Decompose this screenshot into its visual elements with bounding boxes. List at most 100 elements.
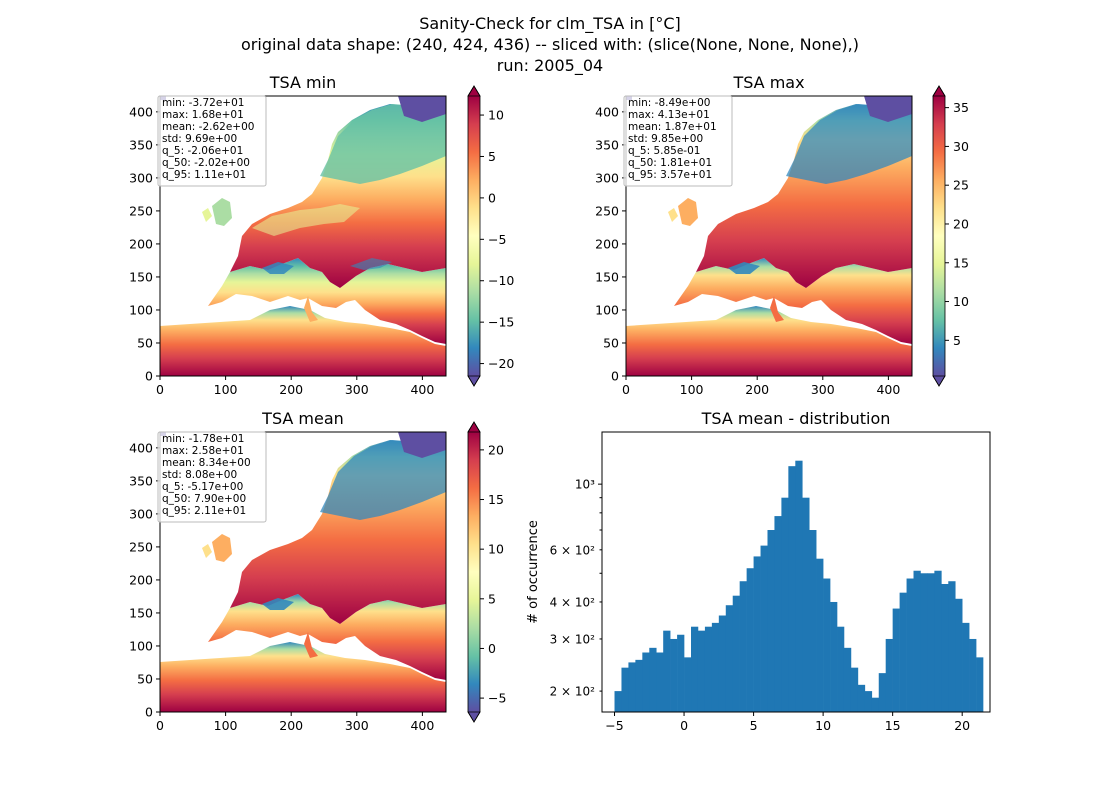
colorbar-extend-min (932, 375, 946, 387)
stats-line: mean: 1.87e+01 (628, 121, 717, 133)
x-tick-label: 0 (156, 382, 164, 397)
y-tick-label: 150 (129, 605, 153, 620)
map-title-tsa-max: TSA max (732, 73, 804, 92)
y-tick-label: 250 (129, 539, 153, 554)
histogram-bar (760, 545, 768, 712)
colorbar-tick-label: 20 (953, 216, 969, 231)
x-tick-label: 0 (680, 718, 688, 733)
map-frame (159, 431, 447, 713)
colorbar-tick-label: 20 (488, 442, 504, 457)
histogram-bar (850, 667, 859, 712)
y-tick-label: 350 (129, 137, 153, 152)
y-tick-label: 10³ (575, 478, 595, 492)
colorbar-gradient (468, 96, 480, 376)
histogram-bar (871, 697, 880, 712)
figure-title-line-1: Sanity-Check for clm_TSA in [°C] (419, 14, 681, 34)
stats-box-frame (157, 431, 267, 523)
colorbar-tick-label: 25 (953, 178, 969, 193)
histogram-bar (920, 573, 928, 712)
y-tick-label: 300 (129, 170, 153, 185)
x-tick-label: 400 (410, 382, 434, 397)
y-tick-label: 0 (145, 369, 153, 384)
histogram-bar (816, 558, 824, 712)
y-tick-label: 300 (129, 506, 153, 521)
histogram-bar (948, 581, 956, 712)
histogram-frame (601, 431, 991, 713)
y-tick-label: 2 × 10² (550, 685, 596, 699)
histogram-bar (885, 638, 893, 712)
x-tick-label: 200 (279, 382, 303, 397)
colorbar-tick-label: 5 (488, 149, 496, 164)
histogram-bar (802, 497, 810, 712)
stats-line: max: 4.13e+01 (628, 109, 710, 121)
histogram-bar (955, 598, 963, 712)
histogram-bar (677, 634, 685, 712)
stats-line: q_95: 2.11e+01 (162, 505, 246, 517)
y-tick-label: 200 (129, 572, 153, 587)
x-tick-label: 300 (811, 382, 835, 397)
colorbar-tick-label: 30 (953, 139, 969, 154)
histogram-panel: TSA mean - distribution # of occurrence … (526, 409, 991, 733)
y-tick-label: 50 (137, 335, 153, 350)
y-tick-label: 50 (603, 335, 619, 350)
histogram-bar (857, 684, 866, 712)
stats-line: q_95: 3.57e+01 (628, 169, 712, 181)
histogram-bar (969, 638, 977, 712)
colorbar-tick-label: 15 (488, 492, 504, 507)
histogram-bar (642, 652, 650, 712)
colorbar-extend-max (467, 421, 481, 433)
histogram-bar (621, 667, 629, 712)
y-tick-label: 6 × 10² (550, 543, 596, 557)
map-frame (625, 95, 913, 377)
stats-line: q_50: -2.02e+00 (162, 157, 250, 169)
y-tick-label: 250 (595, 203, 619, 218)
map-title-tsa-mean: TSA mean (261, 409, 344, 428)
y-tick-label: 50 (137, 671, 153, 686)
histogram-bar (878, 673, 886, 712)
y-tick-label: 400 (129, 440, 153, 455)
histogram-bar (663, 630, 671, 712)
stats-line: std: 8.08e+00 (162, 469, 237, 481)
histogram-bar (746, 568, 754, 712)
colorbar-tsa-max: 35 30 25 20 15 10 5 (932, 85, 969, 387)
colorbar-extend-min (467, 711, 481, 723)
stats-line: min: -3.72e+01 (162, 97, 244, 109)
colorbar-tick-label: −15 (488, 315, 514, 330)
histogram-bar (725, 605, 734, 712)
stats-line: mean: 8.34e+00 (162, 457, 251, 469)
y-tick-label: 100 (129, 638, 153, 653)
histogram-bar (718, 615, 727, 712)
x-tick-label: −5 (605, 718, 623, 733)
x-tick-label: 300 (345, 718, 369, 733)
y-tick-label: 0 (145, 705, 153, 720)
colorbar-outline (467, 421, 481, 723)
x-tick-label: 0 (156, 718, 164, 733)
y-tick-label: 3 × 10² (550, 632, 596, 646)
histogram-bar (711, 622, 720, 712)
colorbar-tick-label: 35 (953, 100, 969, 115)
histogram-bar (739, 581, 747, 712)
colorbar-tick-label: 15 (953, 255, 969, 270)
figure-title-line-3: run: 2005_04 (497, 56, 603, 76)
x-tick-label: 100 (680, 382, 704, 397)
y-tick-label: 200 (595, 236, 619, 251)
histogram-x-axis: −5 0 5 10 15 20 (605, 712, 970, 733)
histogram-bar (795, 460, 803, 712)
colorbar-extend-max (932, 85, 946, 97)
x-tick-label: 15 (885, 718, 901, 733)
histogram-bar (843, 647, 852, 712)
colorbar-outline (932, 85, 946, 387)
colorbar-tick-label: −10 (488, 273, 514, 288)
histogram-bar (635, 659, 643, 712)
y-tick-label: 350 (595, 137, 619, 152)
x-tick-label: 0 (622, 382, 630, 397)
histogram-bar (837, 626, 845, 712)
histogram-bar (753, 556, 761, 712)
y-tick-label: 350 (129, 473, 153, 488)
colorbar-tsa-mean: 20 15 10 5 0 −5 (467, 421, 506, 723)
histogram-bar (906, 578, 914, 712)
